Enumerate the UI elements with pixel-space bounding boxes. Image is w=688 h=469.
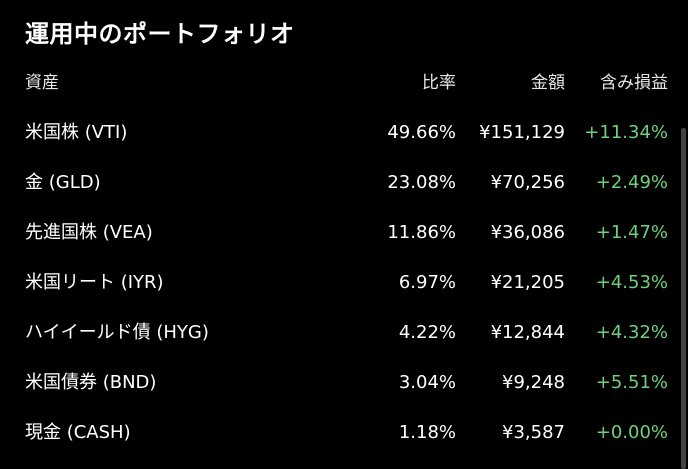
table-row[interactable]: ハイイールド債 (HYG) 4.22% ¥12,844 +4.32% — [0, 308, 688, 358]
asset-amount: ¥9,248 — [502, 372, 565, 393]
column-header-asset: 資産 — [25, 73, 59, 93]
asset-amount: ¥70,256 — [490, 172, 565, 193]
asset-name: 米国株 (VTI) — [25, 122, 128, 143]
asset-amount: ¥3,587 — [502, 422, 565, 443]
asset-ratio: 23.08% — [387, 172, 456, 193]
table-row[interactable]: 現金 (CASH) 1.18% ¥3,587 +0.00% — [0, 408, 688, 458]
asset-name: 現金 (CASH) — [25, 422, 131, 443]
asset-ratio: 1.18% — [398, 422, 456, 443]
table-row[interactable]: 米国株 (VTI) 49.66% ¥151,129 +11.34% — [0, 108, 688, 158]
asset-ratio: 11.86% — [387, 222, 456, 243]
page-title: 運用中のポートフォリオ — [25, 20, 295, 48]
table-row[interactable]: 先進国株 (VEA) 11.86% ¥36,086 +1.47% — [0, 208, 688, 258]
scrollbar-thumb[interactable] — [681, 128, 686, 469]
table-row[interactable]: 金 (GLD) 23.08% ¥70,256 +2.49% — [0, 158, 688, 208]
column-header-ratio: 比率 — [422, 73, 456, 93]
asset-ratio: 6.97% — [398, 272, 456, 293]
table-row[interactable]: 米国債券 (BND) 3.04% ¥9,248 +5.51% — [0, 358, 688, 408]
asset-name: 米国リート (IYR) — [25, 272, 164, 293]
asset-name: ハイイールド債 (HYG) — [25, 322, 209, 343]
column-header-profit-loss: 含み損益 — [600, 73, 668, 93]
asset-name: 金 (GLD) — [25, 172, 101, 193]
asset-profit-loss: +11.34% — [584, 122, 668, 143]
asset-name: 米国債券 (BND) — [25, 372, 157, 393]
asset-profit-loss: +4.53% — [595, 272, 668, 293]
asset-ratio: 3.04% — [398, 372, 456, 393]
table-row[interactable]: 米国リート (IYR) 6.97% ¥21,205 +4.53% — [0, 258, 688, 308]
portfolio-table: 資産 比率 金額 含み損益 米国株 (VTI) 49.66% ¥151,129 … — [0, 58, 688, 458]
asset-profit-loss: +2.49% — [595, 172, 668, 193]
asset-name: 先進国株 (VEA) — [25, 222, 153, 243]
asset-ratio: 4.22% — [398, 322, 456, 343]
scrollbar-track[interactable] — [681, 128, 686, 469]
asset-amount: ¥21,205 — [490, 272, 565, 293]
asset-amount: ¥36,086 — [490, 222, 565, 243]
asset-profit-loss: +5.51% — [595, 372, 668, 393]
asset-profit-loss: +0.00% — [595, 422, 668, 443]
asset-profit-loss: +4.32% — [595, 322, 668, 343]
column-header-amount: 金額 — [531, 73, 565, 93]
asset-ratio: 49.66% — [387, 122, 456, 143]
asset-amount: ¥12,844 — [490, 322, 565, 343]
asset-amount: ¥151,129 — [479, 122, 565, 143]
table-header: 資産 比率 金額 含み損益 — [0, 58, 688, 108]
asset-profit-loss: +1.47% — [595, 222, 668, 243]
